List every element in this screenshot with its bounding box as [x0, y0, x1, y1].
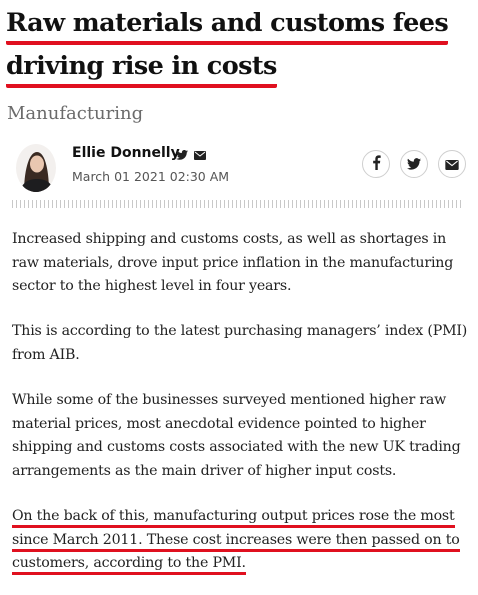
author-name[interactable]: Ellie Donnelly — [72, 145, 180, 161]
share-twitter-button[interactable] — [400, 150, 428, 178]
article-paragraph-1: Increased shipping and customs costs, as… — [12, 231, 454, 294]
article-paragraph-3: While some of the businesses surveyed me… — [12, 392, 461, 479]
divider-rule — [12, 200, 464, 208]
email-icon — [445, 155, 459, 174]
author-email-icon[interactable] — [194, 145, 206, 164]
share-email-button[interactable] — [438, 150, 466, 178]
article-headline: Raw materials and customs fees driving r… — [6, 2, 472, 88]
facebook-icon — [372, 154, 381, 174]
section-label[interactable]: Manufacturing — [7, 103, 144, 124]
article-paragraph-2: This is according to the latest purchasi… — [12, 323, 468, 363]
headline-line-2: driving rise in costs — [6, 45, 472, 88]
highlighted-line-2: since March 2011. These cost increases w… — [12, 529, 467, 553]
article-paragraph-highlighted: On the back of this, manufacturing outpu… — [12, 505, 467, 576]
headline-line-1: Raw materials and customs fees — [6, 2, 472, 45]
author-avatar[interactable] — [16, 144, 56, 192]
highlighted-line-3: customers, according to the PMI. — [12, 552, 467, 576]
author-social — [176, 145, 206, 164]
author-twitter-icon[interactable] — [176, 145, 188, 164]
publish-date: March 01 2021 02:30 AM — [72, 169, 230, 184]
highlighted-line-1: On the back of this, manufacturing outpu… — [12, 505, 467, 529]
share-facebook-button[interactable] — [362, 150, 390, 178]
twitter-icon — [407, 155, 421, 174]
